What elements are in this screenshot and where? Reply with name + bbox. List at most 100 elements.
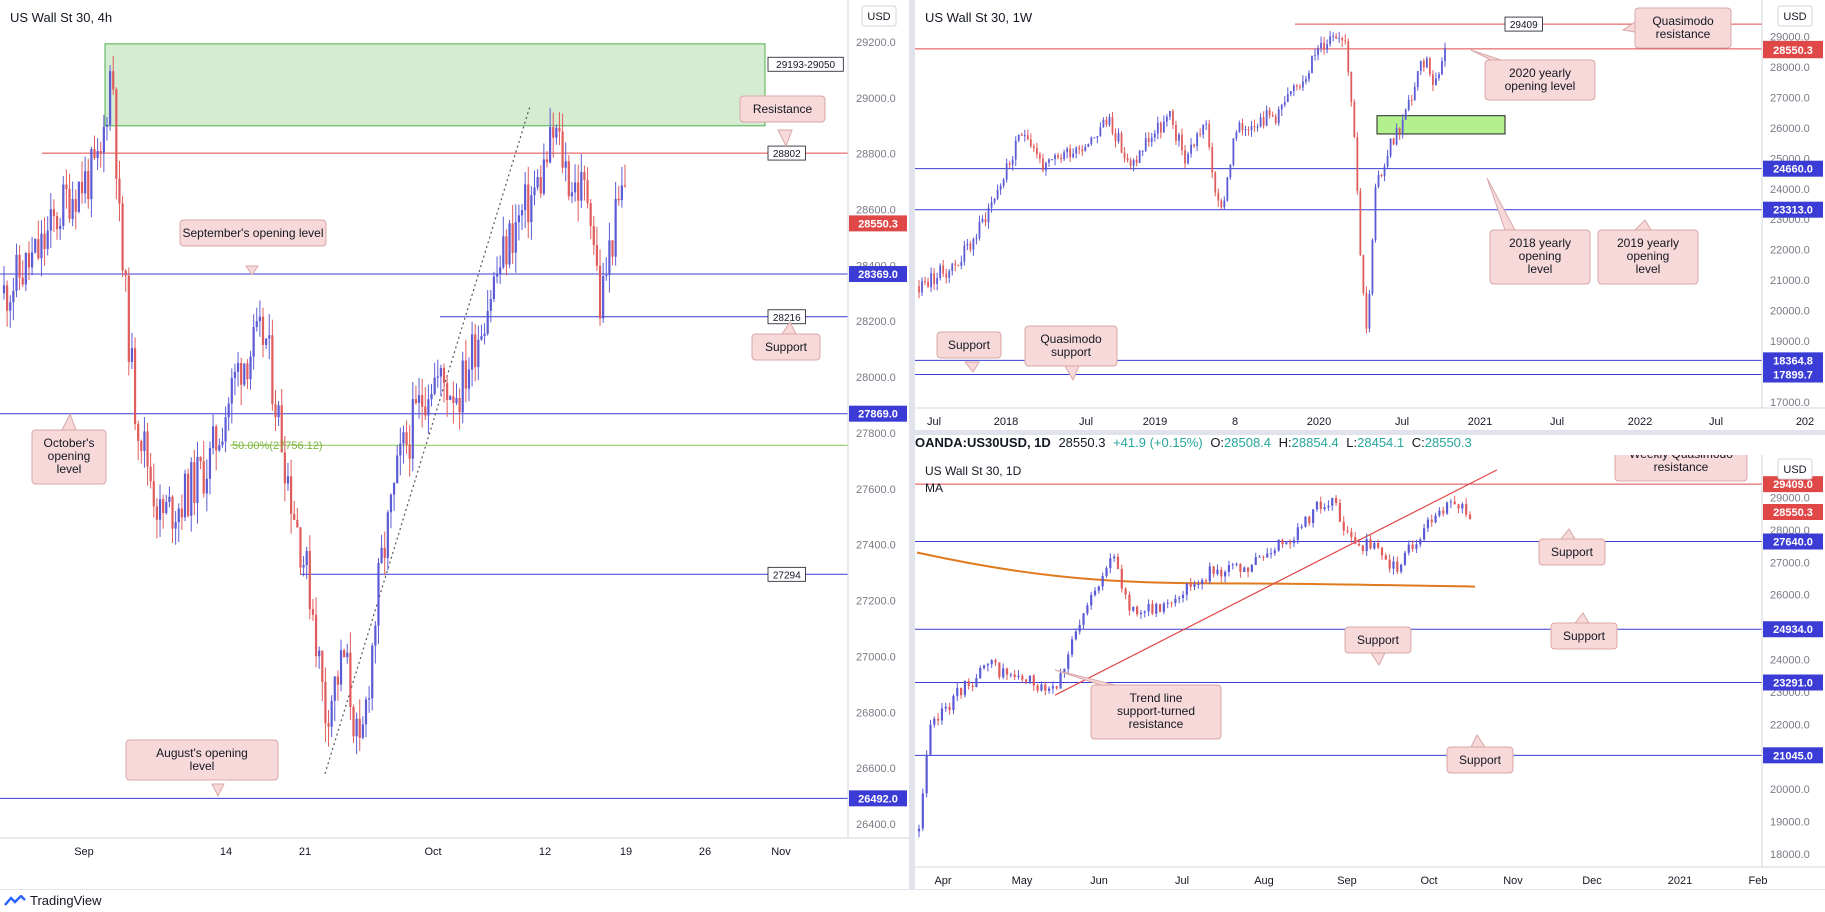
candle-body xyxy=(1139,612,1143,615)
price-tag xyxy=(1763,747,1823,764)
candle-body xyxy=(6,285,9,311)
callout-resistance[interactable]: Resistance xyxy=(739,95,826,148)
candle-body xyxy=(1441,60,1443,75)
currency-button[interactable] xyxy=(861,5,897,27)
trendline-support-turned-resistance[interactable] xyxy=(1054,469,1498,696)
callout-support-23291[interactable]: Support xyxy=(1344,626,1412,666)
candle-body xyxy=(1304,516,1307,527)
chart-weekly-canvas[interactable]: 2940929000.028000.027000.026000.025000.0… xyxy=(915,0,1825,430)
candle-body xyxy=(1201,580,1204,585)
callout-2019-yearly-open-text: level xyxy=(1636,262,1661,276)
candle-body xyxy=(917,828,921,832)
ma-indicator-label[interactable]: MA xyxy=(925,481,943,495)
candle-body xyxy=(368,698,371,700)
pane-divider-horizontal[interactable] xyxy=(915,430,1825,435)
candle-body xyxy=(74,199,77,212)
price-change: +41.9 (+0.15%) xyxy=(1113,435,1203,450)
candle-body xyxy=(984,218,987,223)
candle-body xyxy=(1407,99,1410,110)
currency-button[interactable] xyxy=(1777,5,1813,27)
price-axis-tick: 27400.0 xyxy=(856,540,896,552)
candle-body xyxy=(1151,603,1154,614)
chart-panel-weekly[interactable]: 29409 29000.0 28000.0 27000.0 26000.0 25000.0… xyxy=(915,0,1825,430)
candle-body xyxy=(427,399,430,416)
candle-body xyxy=(573,182,577,193)
candle-body xyxy=(1220,200,1223,208)
candle-body xyxy=(1243,567,1246,572)
candle-body xyxy=(1059,672,1062,689)
tradingview-logo[interactable]: TradingView xyxy=(4,893,102,908)
callout-support-24934[interactable]: Support xyxy=(1550,612,1618,650)
currency-label[interactable]: USD xyxy=(1783,11,1806,23)
candle-body xyxy=(918,286,920,293)
candle-body xyxy=(939,265,942,279)
symbol-name[interactable]: OANDA:US30USD, 1D xyxy=(915,435,1051,450)
callout-support-27640[interactable]: Support xyxy=(1538,528,1606,566)
time-axis-tick: Apr xyxy=(934,875,951,887)
candle-body xyxy=(1280,104,1283,110)
candle-body xyxy=(942,265,945,274)
price-tag xyxy=(1763,533,1823,550)
candle-body xyxy=(1286,94,1289,103)
currency-button[interactable] xyxy=(1777,458,1813,480)
pane-divider-vertical[interactable] xyxy=(909,0,915,889)
candle-body xyxy=(1032,675,1035,686)
candle-body xyxy=(215,426,218,451)
price-axis[interactable] xyxy=(1762,455,1825,889)
callout-support[interactable]: Support xyxy=(751,321,821,361)
candle-body xyxy=(1189,583,1192,587)
chart-panel-4h[interactable]: 29193-29050 28802 28216 27294 50.00%(27756.1… xyxy=(0,0,909,889)
candle-body xyxy=(455,397,458,403)
chart-daily-canvas[interactable]: 29000.028000.027000.026000.025000.024000… xyxy=(915,455,1825,889)
candle-body xyxy=(1232,138,1235,165)
moving-average-line[interactable] xyxy=(916,551,1476,588)
candle-body xyxy=(2,285,6,294)
chart-title[interactable]: US Wall St 30, 4h xyxy=(10,10,112,25)
callout-support[interactable]: Support xyxy=(936,331,1002,373)
candle-body xyxy=(1346,530,1349,532)
candle-body xyxy=(30,252,34,268)
candle-body xyxy=(193,462,196,503)
chart-title[interactable]: US Wall St 30, 1D xyxy=(925,464,1022,478)
dotted-trendline[interactable] xyxy=(324,105,531,774)
candle-body xyxy=(1419,539,1422,545)
candle-body xyxy=(396,455,399,484)
callout-support-21045[interactable]: Support xyxy=(1446,734,1514,774)
demand-zone[interactable] xyxy=(1376,115,1506,135)
candle-body xyxy=(1388,559,1391,569)
price-axis-tick: 27600.0 xyxy=(856,484,896,496)
candle-body xyxy=(994,660,997,663)
price-axis[interactable] xyxy=(848,0,909,889)
chart-title[interactable]: US Wall St 30, 1W xyxy=(925,10,1033,25)
chart-4h-canvas[interactable]: 29193-29050 28802 28216 27294 50.00%(27756.1… xyxy=(0,0,909,889)
line-label: 28216 xyxy=(773,313,801,324)
price-axis-tick: 27200.0 xyxy=(856,596,896,608)
candle-body xyxy=(364,699,368,725)
callout-quasimodo-support-pointer xyxy=(1064,365,1080,382)
callout-september-opening[interactable]: September's opening level xyxy=(179,219,327,276)
currency-label[interactable]: USD xyxy=(867,11,890,23)
symbol-header: OANDA:US30USD, 1D 28550.3 +41.9 (+0.15%)… xyxy=(915,435,1825,455)
price-axis-tick: 20000.0 xyxy=(1770,306,1810,318)
price-axis-tick: 27000.0 xyxy=(1770,92,1810,104)
candle-body xyxy=(1216,569,1219,574)
callout-2020-yearly-open-bubble xyxy=(1484,59,1596,101)
currency-label[interactable]: USD xyxy=(1783,464,1806,476)
candle-body xyxy=(1117,133,1120,142)
candle-body xyxy=(533,187,536,196)
candle-body xyxy=(1359,191,1362,256)
resistance-zone[interactable] xyxy=(104,43,766,127)
callout-resistance-pointer xyxy=(777,129,793,148)
candle-body xyxy=(1193,144,1195,147)
callout-resistance-bubble xyxy=(739,95,826,123)
chart-panel-daily[interactable]: 29000.028000.027000.026000.025000.024000… xyxy=(915,455,1825,889)
